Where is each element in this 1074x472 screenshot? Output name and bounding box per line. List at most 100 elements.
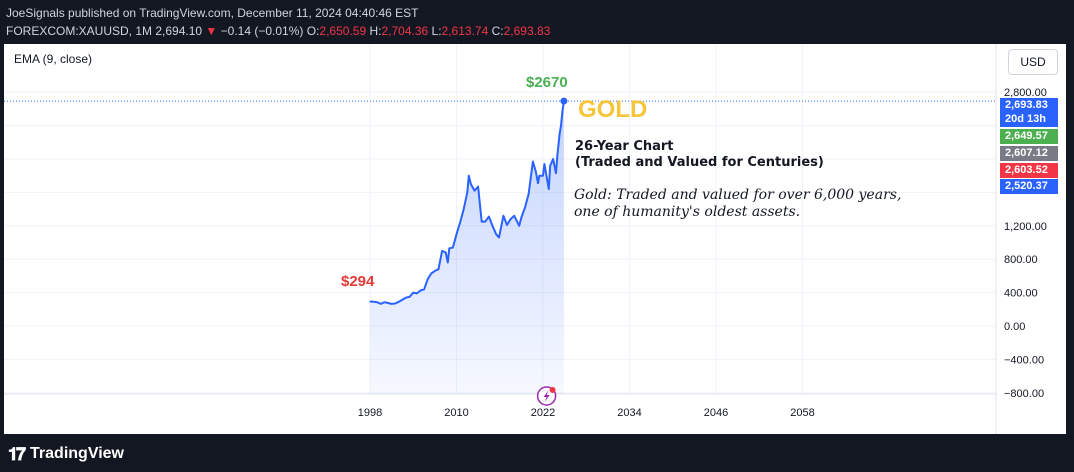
data-point-42 (513, 215, 515, 217)
data-point-26 (459, 221, 461, 224)
x-tick-label-4: 2046 (704, 407, 728, 419)
down-arrow-icon: ▼ (205, 24, 218, 38)
last-price: 2,694.10 (155, 24, 203, 38)
data-point-25 (455, 233, 458, 235)
data-point-6 (391, 303, 393, 305)
data-point-55 (552, 158, 554, 160)
data-point-50 (538, 175, 541, 177)
data-point-57 (556, 154, 559, 156)
price-tag-3: 2,607.12 (1000, 146, 1058, 161)
data-point-11 (409, 296, 411, 298)
open-value: 2,650.59 (319, 24, 367, 38)
data-point-60 (561, 110, 564, 112)
data-point-45 (524, 206, 526, 208)
data-point-40 (506, 224, 508, 226)
data-point-10 (405, 297, 407, 299)
last-price-dot (560, 97, 568, 105)
price-tag-5: 2,520.37 (1000, 179, 1058, 194)
x-tick-label-0: 1998 (358, 407, 382, 419)
currency-button[interactable]: USD (1008, 49, 1058, 75)
data-point-39 (502, 215, 504, 217)
data-point-44 (520, 216, 523, 219)
data-point-30 (470, 183, 472, 185)
lightning-glyph (543, 390, 550, 402)
data-point-28 (466, 191, 468, 193)
data-point-53 (548, 188, 550, 190)
data-point-24 (452, 246, 454, 249)
chart-panel[interactable]: 2,800.00 1,200.00 800.00 400.00 0.00 −400.00 −… (4, 44, 1066, 434)
data-point-14 (419, 289, 422, 292)
data-point-20 (441, 250, 443, 252)
title-line-1: 26-Year Chart (575, 139, 674, 154)
low-value: 2,613.74 (441, 24, 489, 38)
data-point-47 (532, 160, 534, 163)
data-point-5 (387, 302, 389, 304)
close-value: 2,693.83 (503, 24, 551, 38)
data-point-2 (376, 301, 378, 303)
indicator-label[interactable]: EMA (9, close) (14, 52, 93, 66)
gold-annotation: GOLD (578, 96, 648, 123)
data-point-9 (401, 299, 403, 301)
price-tag-2: 2,649.57 (1000, 129, 1058, 144)
footer-brand[interactable]: 𝟏𝟕 TradingView (8, 442, 124, 466)
chart-header: JoeSignals published on TradingView.com,… (6, 4, 550, 40)
low-label-ohlc: L: (431, 24, 442, 38)
series-area-fill (370, 101, 564, 395)
symbol-line: FOREXCOM:XAUUSD, 1M 2,694.10 ▼ −0.14 (−0… (6, 22, 550, 40)
event-badge (549, 387, 556, 393)
y-tick-label-4: 0.00 (1004, 321, 1025, 333)
price-tag-0: 2,693.83 (1000, 98, 1058, 113)
data-point-23 (448, 247, 450, 249)
data-point-17 (430, 272, 432, 274)
data-point-7 (394, 302, 396, 305)
title-line-2: (Traded and Valued for Centuries) (575, 155, 824, 170)
y-tick-label-0: 2,800.00 (1004, 87, 1047, 99)
publisher-line: JoeSignals published on TradingView.com,… (6, 6, 419, 20)
chart-title-annotation: 26-Year Chart (Traded and Valued for Cen… (575, 139, 824, 171)
chart-svg[interactable]: 2,800.00 1,200.00 800.00 400.00 0.00 −400.00 −… (4, 44, 1066, 434)
data-point-56 (555, 172, 557, 174)
data-point-46 (528, 193, 530, 195)
data-point-21 (445, 251, 447, 254)
data-point-58 (559, 133, 561, 135)
y-tick-label-5: −400.00 (1004, 354, 1044, 366)
x-tick-label-2: 2022 (531, 407, 555, 419)
description-annotation: Gold: Traded and valued for over 6,000 y… (574, 187, 901, 221)
data-point-29 (468, 175, 470, 177)
data-point-32 (477, 186, 479, 188)
data-point-12 (412, 292, 414, 294)
high-value: 2,704.36 (381, 24, 429, 38)
data-point-18 (434, 270, 436, 272)
data-point-33 (481, 221, 483, 223)
x-tick-label-5: 2058 (790, 407, 814, 419)
data-point-41 (510, 218, 512, 220)
data-point-13 (416, 292, 418, 294)
data-point-37 (495, 233, 497, 235)
data-point-49 (537, 182, 539, 184)
data-point-48 (535, 170, 537, 173)
open-label: O: (306, 24, 320, 38)
desc-line-2: one of humanity's oldest assets. (574, 204, 801, 220)
x-tick-label-1: 2010 (444, 407, 468, 419)
high-annotation: $2670 (526, 74, 568, 91)
y-tick-label-2: 800.00 (1004, 254, 1038, 266)
price-change: −0.14 (−0.01%) (220, 24, 304, 38)
data-point-19 (437, 268, 440, 270)
y-tick-label-3: 400.00 (1004, 288, 1038, 300)
data-point-3 (380, 303, 382, 305)
data-point-8 (398, 301, 400, 303)
price-tag-4: 2,603.52 (1000, 163, 1058, 178)
data-point-43 (518, 225, 520, 227)
low-annotation: $294 (341, 273, 375, 290)
data-point-0 (369, 300, 371, 303)
data-point-22 (447, 261, 449, 264)
data-point-31 (473, 190, 476, 192)
data-point-4 (383, 301, 385, 303)
tradingview-logo-icon: 𝟏𝟕 (8, 443, 26, 464)
price-tag-1: 20d 13h (1000, 112, 1058, 127)
symbol-name: FOREXCOM:XAUUSD, 1M (6, 24, 153, 38)
data-point-36 (491, 225, 494, 227)
data-point-52 (543, 163, 546, 165)
data-point-59 (560, 125, 562, 127)
